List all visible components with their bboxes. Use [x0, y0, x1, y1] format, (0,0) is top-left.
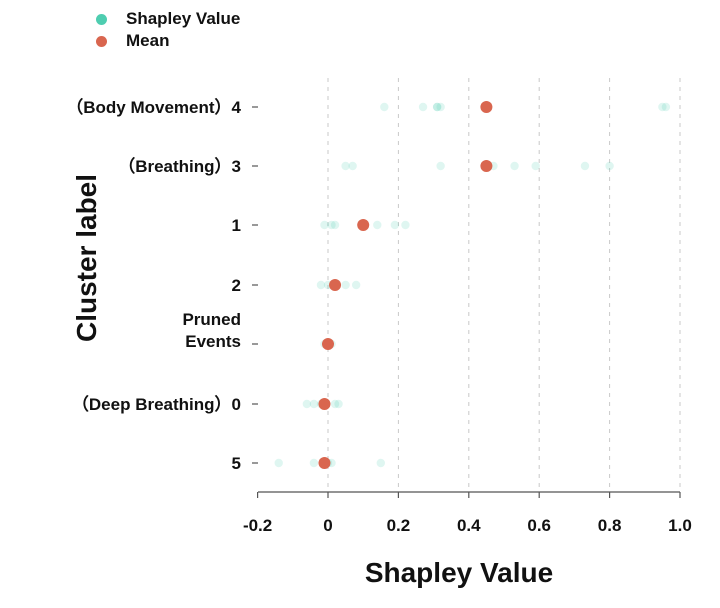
y-tick-label: Pruned: [182, 310, 241, 329]
shapley-point: [341, 280, 350, 290]
x-tick-label: 1.0: [668, 516, 692, 535]
y-tick-label: （Deep Breathing）0: [72, 394, 241, 414]
x-axis-ticks: -0.2 0 0.2 0.4 0.6 0.8 1.0: [243, 492, 692, 535]
shapley-point: [432, 102, 442, 112]
y-tick-label: （Breathing）3: [118, 156, 241, 176]
shapley-point: [348, 161, 357, 171]
x-tick-label: 0.2: [387, 516, 411, 535]
shapley-point: [580, 161, 590, 171]
shapley-point: [418, 102, 428, 112]
y-axis-label: Cluster label: [71, 174, 102, 342]
mean-point: [480, 160, 493, 172]
shapley-point: [436, 161, 445, 171]
mean-point: [357, 219, 370, 231]
shapley-point: [658, 102, 667, 112]
shapley-point: [309, 399, 319, 409]
x-tick-label: 0: [323, 516, 332, 535]
mean-point: [480, 101, 493, 113]
shapley-point: [274, 458, 283, 468]
shapley-point: [373, 220, 382, 230]
mean-points: [318, 101, 493, 469]
mean-point: [322, 338, 334, 350]
shapley-point: [334, 399, 343, 409]
mean-point: [318, 398, 331, 410]
mean-point: [329, 279, 342, 291]
shapley-point: [316, 280, 326, 290]
y-tick-label: （Body Movement）4: [66, 97, 241, 117]
legend-item-shapley: Shapley Value: [96, 8, 240, 30]
legend: Shapley Value Mean: [96, 8, 240, 52]
grid: [327, 78, 681, 492]
x-tick-label: 0.6: [527, 516, 551, 535]
y-tick-label: 5: [232, 454, 241, 473]
y-tick-label: 2: [232, 276, 241, 295]
legend-item-mean: Mean: [96, 30, 240, 52]
shapley-point: [330, 220, 340, 230]
mean-point: [318, 457, 331, 469]
shapley-point: [531, 161, 540, 171]
legend-label-shapley: Shapley Value: [126, 9, 241, 28]
shapley-point: [351, 280, 361, 290]
shapley-point: [661, 102, 671, 112]
shapley-point: [390, 220, 400, 230]
y-tick-label: 1: [232, 216, 241, 235]
shapley-point: [432, 102, 442, 112]
shapley-point: [510, 161, 519, 171]
y-tick-label: Events: [185, 332, 241, 351]
legend-label-mean: Mean: [126, 31, 170, 50]
shapley-point: [309, 458, 319, 468]
shapley-point: [401, 220, 410, 230]
shapley-point: [436, 102, 445, 112]
y-axis-ticks: （Body Movement）4 （Breathing）3 1 2 Pruned Even…: [66, 97, 258, 473]
x-tick-label: -0.2: [243, 516, 272, 535]
shapley-point: [320, 220, 329, 230]
shapley-point: [302, 399, 312, 409]
shapley-point: [605, 161, 614, 171]
x-axis-label: Shapley Value: [365, 557, 553, 588]
shapley-point: [380, 102, 389, 112]
legend-marker-shapley: [96, 13, 107, 25]
shapley-point: [327, 220, 336, 230]
x-tick-label: 0.4: [457, 516, 481, 535]
x-tick-label: 0.8: [598, 516, 622, 535]
legend-marker-mean: [96, 35, 107, 47]
shapley-point: [330, 399, 340, 409]
shapley-point: [341, 161, 350, 171]
shapley-point: [376, 458, 385, 468]
